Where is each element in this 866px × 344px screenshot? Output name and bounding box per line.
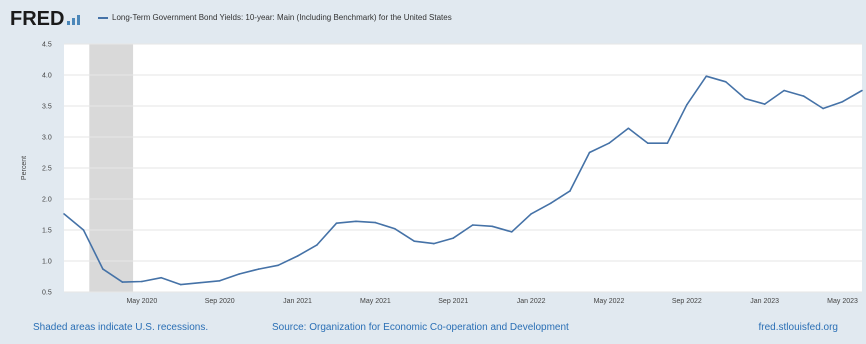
x-tick-label: May 2023 bbox=[827, 298, 858, 305]
x-tick-label: May 2021 bbox=[360, 298, 391, 305]
data-point bbox=[588, 151, 591, 154]
data-point bbox=[394, 227, 396, 230]
data-point bbox=[452, 237, 455, 239]
x-tick-label: Jan 2023 bbox=[750, 298, 779, 305]
data-point bbox=[744, 97, 747, 100]
y-tick-label: 3.0 bbox=[42, 135, 52, 142]
source-link[interactable]: Source: Organization for Economic Co-ope… bbox=[272, 322, 569, 333]
data-point bbox=[686, 103, 688, 106]
data-point bbox=[218, 280, 221, 282]
data-point bbox=[374, 221, 377, 224]
data-point bbox=[802, 95, 805, 97]
data-point bbox=[861, 89, 863, 92]
data-point bbox=[160, 276, 163, 279]
x-tick-label: Sep 2022 bbox=[672, 298, 702, 305]
chart-legend: Long-Term Government Bond Yields: 10-yea… bbox=[98, 13, 452, 22]
data-point bbox=[238, 273, 240, 275]
data-point bbox=[141, 280, 143, 283]
fred-site-link[interactable]: fred.stlouisfed.org bbox=[758, 322, 839, 333]
legend-swatch bbox=[98, 16, 108, 19]
data-point bbox=[510, 231, 513, 233]
series-line bbox=[63, 75, 863, 286]
x-tick-label: Jan 2022 bbox=[517, 298, 546, 305]
y-axis-title: Percent bbox=[21, 156, 28, 180]
data-point bbox=[627, 127, 630, 130]
data-point bbox=[822, 107, 824, 110]
data-point bbox=[549, 202, 552, 205]
data-point bbox=[666, 142, 669, 144]
data-point bbox=[491, 225, 493, 228]
data-point bbox=[471, 224, 474, 226]
data-point bbox=[433, 242, 435, 245]
data-point bbox=[705, 75, 708, 78]
data-point bbox=[724, 81, 727, 83]
data-point bbox=[277, 264, 279, 267]
data-point bbox=[102, 268, 104, 270]
data-point bbox=[82, 229, 85, 231]
data-point bbox=[296, 255, 299, 257]
x-tick-label: Jan 2021 bbox=[283, 298, 312, 305]
data-point bbox=[569, 190, 571, 192]
data-point bbox=[179, 283, 182, 286]
y-tick-label: 0.5 bbox=[42, 290, 52, 297]
data-point bbox=[763, 103, 766, 105]
y-tick-label: 4.5 bbox=[42, 42, 52, 49]
y-tick-label: 2.5 bbox=[42, 166, 52, 173]
data-point bbox=[316, 244, 318, 246]
data-point bbox=[608, 142, 610, 144]
data-point bbox=[335, 222, 338, 224]
data-point bbox=[647, 142, 649, 144]
recession-note-link[interactable]: Shaded areas indicate U.S. recessions. bbox=[33, 322, 209, 333]
x-tick-label: Sep 2020 bbox=[205, 298, 235, 305]
x-tick-label: May 2022 bbox=[594, 298, 625, 305]
fred-logo-icon bbox=[67, 13, 85, 25]
data-point bbox=[530, 213, 532, 215]
x-tick-label: Sep 2021 bbox=[438, 298, 468, 305]
data-point bbox=[355, 220, 357, 223]
y-tick-label: 1.0 bbox=[42, 259, 52, 266]
y-tick-label: 2.0 bbox=[42, 197, 52, 204]
data-point bbox=[121, 281, 124, 283]
data-point bbox=[63, 213, 65, 215]
y-tick-label: 4.0 bbox=[42, 73, 52, 80]
x-tick-label: May 2020 bbox=[126, 298, 157, 305]
data-point bbox=[783, 89, 785, 92]
data-point bbox=[257, 268, 260, 270]
data-point bbox=[413, 240, 416, 242]
legend-label: Long-Term Government Bond Yields: 10-yea… bbox=[112, 13, 452, 22]
fred-logo[interactable]: FRED bbox=[10, 6, 85, 32]
fred-logo-text: FRED bbox=[10, 7, 65, 30]
y-tick-label: 1.5 bbox=[42, 228, 52, 235]
data-point bbox=[841, 100, 844, 103]
y-tick-label: 3.5 bbox=[42, 104, 52, 111]
data-point bbox=[199, 281, 202, 284]
